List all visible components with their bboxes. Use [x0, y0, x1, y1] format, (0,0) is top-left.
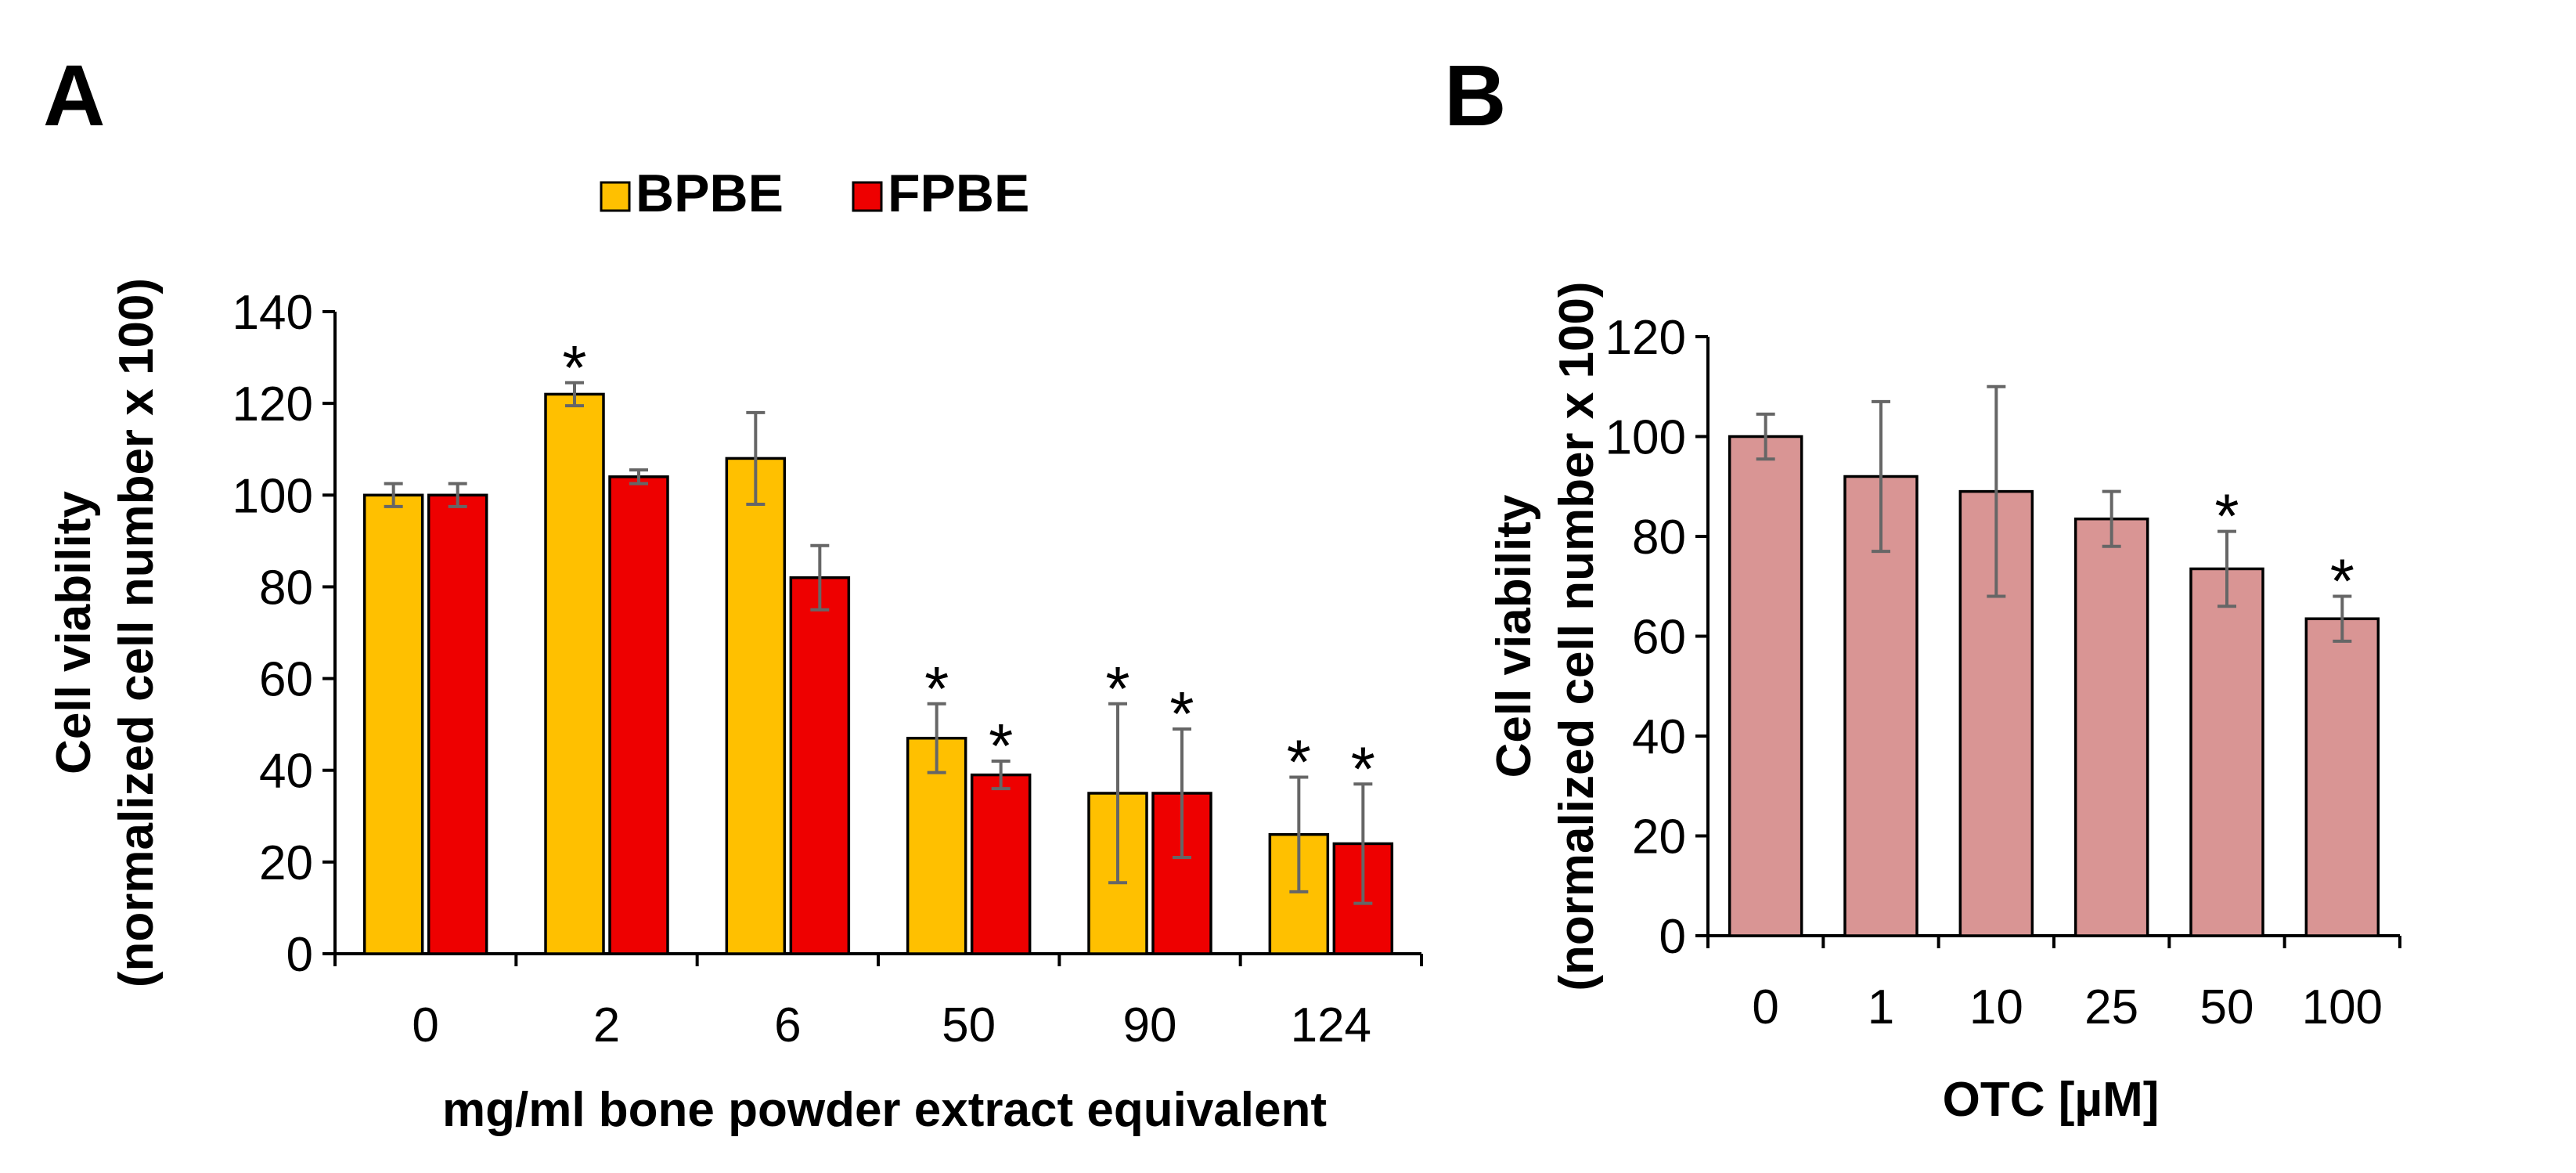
significance-marker: *: [562, 333, 586, 402]
x-tick-label: 100: [2302, 980, 2383, 1034]
significance-marker: *: [2214, 482, 2239, 551]
significance-marker: *: [2330, 547, 2354, 616]
x-tick-label: 50: [942, 998, 996, 1052]
chart-a: 0 20 40 60 80 100 120 140 0 2 6 50 90 124 * * * * * * * mg/ml…: [47, 164, 1423, 1137]
x-tick-label: 10: [1969, 980, 2023, 1034]
panel-a-label: A: [43, 48, 105, 144]
x-tick-label: 6: [774, 998, 801, 1052]
y-tick-label: 100: [232, 469, 313, 523]
y-tick-label: 140: [232, 286, 313, 340]
x-tick-label: 0: [1752, 980, 1778, 1034]
y-tick-label: 40: [1632, 710, 1686, 764]
x-tick-label: 0: [412, 998, 438, 1052]
y-tick-label: 60: [1632, 611, 1686, 665]
y-tick-label: 20: [1632, 810, 1686, 864]
significance-marker: *: [1105, 654, 1129, 724]
y-axis-subtitle: (normalized cell number x 100): [1550, 281, 1604, 991]
legend-label-fpbe: FPBE: [888, 164, 1029, 223]
bar-fpbe-0: [427, 493, 488, 955]
x-axis-title: mg/ml bone powder extract equivalent: [442, 1083, 1327, 1137]
x-tick-label: 124: [1291, 998, 1371, 1052]
y-axis-subtitle: (normalized cell number x 100): [110, 278, 164, 987]
y-axis-title: Cell viability: [47, 491, 101, 774]
x-tick-label: 50: [2200, 980, 2254, 1034]
x-tick-label: 25: [2084, 980, 2138, 1034]
bar-otc-50: [2189, 567, 2264, 937]
bar-otc-25: [2073, 517, 2149, 937]
chart-b: 0 20 40 60 80 100 120 0 1 10 25 50 100 * * OTC [µM] Cell…: [1487, 281, 2401, 1127]
bar-otc-100: [2304, 617, 2380, 937]
y-tick-label: 80: [1632, 511, 1686, 565]
y-tick-label: 0: [1659, 910, 1686, 964]
y-tick-label: 0: [286, 928, 313, 982]
bar-fpbe-50: [970, 773, 1032, 955]
significance-marker: *: [1287, 727, 1311, 797]
bar-bpbe-6: [725, 457, 787, 955]
x-tick-label: 2: [593, 998, 620, 1052]
legend-label-bpbe: BPBE: [636, 164, 784, 223]
y-tick-label: 40: [259, 745, 313, 799]
bar-otc-0: [1728, 435, 1803, 937]
x-tick-label: 90: [1123, 998, 1177, 1052]
y-tick-label: 100: [1605, 411, 1686, 465]
x-tick-label: 1: [1868, 980, 1894, 1034]
y-axis-title: Cell viability: [1487, 494, 1541, 778]
bar-bpbe-0: [362, 493, 424, 955]
significance-marker: *: [924, 654, 949, 724]
y-tick-label: 120: [1605, 311, 1686, 365]
significance-marker: *: [989, 711, 1013, 781]
y-tick-label: 80: [259, 561, 313, 615]
legend-swatch-bpbe: [600, 181, 631, 212]
x-axis-title: OTC [µM]: [1943, 1073, 2160, 1127]
legend-swatch-fpbe: [852, 181, 883, 212]
y-tick-label: 20: [259, 836, 313, 890]
bar-otc-1: [1843, 475, 1918, 937]
y-tick-label: 120: [232, 377, 313, 431]
significance-marker: *: [1351, 734, 1375, 803]
significance-marker: *: [1169, 679, 1194, 749]
bar-bpbe-2: [544, 392, 605, 955]
y-tick-label: 60: [259, 653, 313, 707]
bar-fpbe-2: [608, 475, 669, 955]
bar-fpbe-6: [789, 576, 851, 955]
panel-b-label: B: [1444, 48, 1506, 144]
